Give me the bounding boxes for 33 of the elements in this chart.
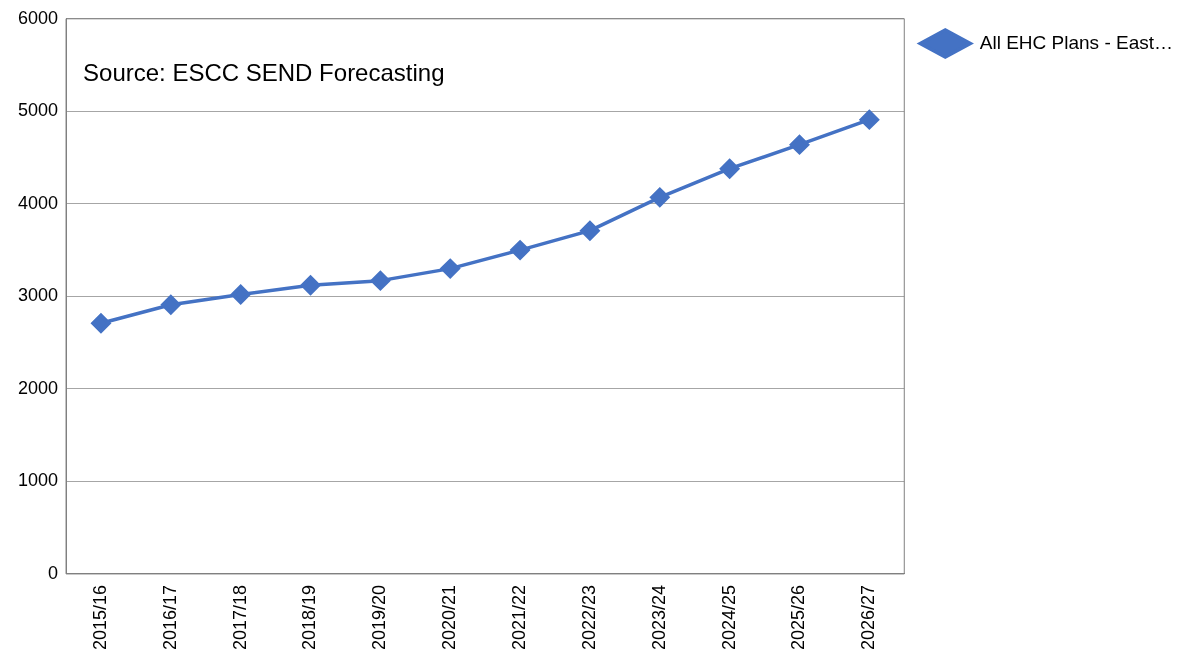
point	[91, 313, 111, 333]
y-tick-label: 5000	[18, 100, 59, 121]
x-tick-label: 2017/18	[229, 584, 250, 651]
point	[300, 275, 321, 296]
y-tick-label: 2000	[18, 377, 59, 398]
annotation: Source: ESCC SEND Forecasting	[83, 59, 445, 87]
y-tick-label: 1000	[18, 470, 59, 491]
point	[510, 240, 530, 260]
point	[230, 284, 251, 305]
point	[859, 109, 880, 130]
point	[370, 270, 391, 291]
x-tick-label: 2025/26	[788, 584, 809, 651]
x-tick-label: 2024/25	[718, 584, 739, 651]
x-tick-label: 2018/19	[299, 584, 320, 651]
point	[789, 134, 810, 155]
y-tick-label: 3000	[18, 285, 59, 306]
x-tick-label: 2021/22	[509, 584, 530, 651]
x-tick-label: 2019/20	[369, 584, 390, 651]
point	[161, 294, 181, 315]
x-tick-label: 2016/17	[159, 584, 180, 651]
point	[719, 158, 740, 179]
y-tick-label: 6000	[18, 7, 59, 28]
x-tick-label: 2026/27	[858, 584, 879, 651]
x-tick-label: 2022/23	[578, 584, 599, 651]
x-tick-label: 2020/21	[439, 584, 460, 651]
point	[650, 187, 670, 208]
y-tick-label: 4000	[18, 192, 59, 213]
x-tick-label: 2015/16	[89, 584, 110, 651]
x-tick-label: 2023/24	[648, 584, 669, 651]
y-tick-label: 0	[48, 562, 59, 583]
legend-label: All EHC Plans - East…	[979, 31, 1174, 53]
point	[440, 258, 460, 279]
point	[580, 220, 600, 241]
